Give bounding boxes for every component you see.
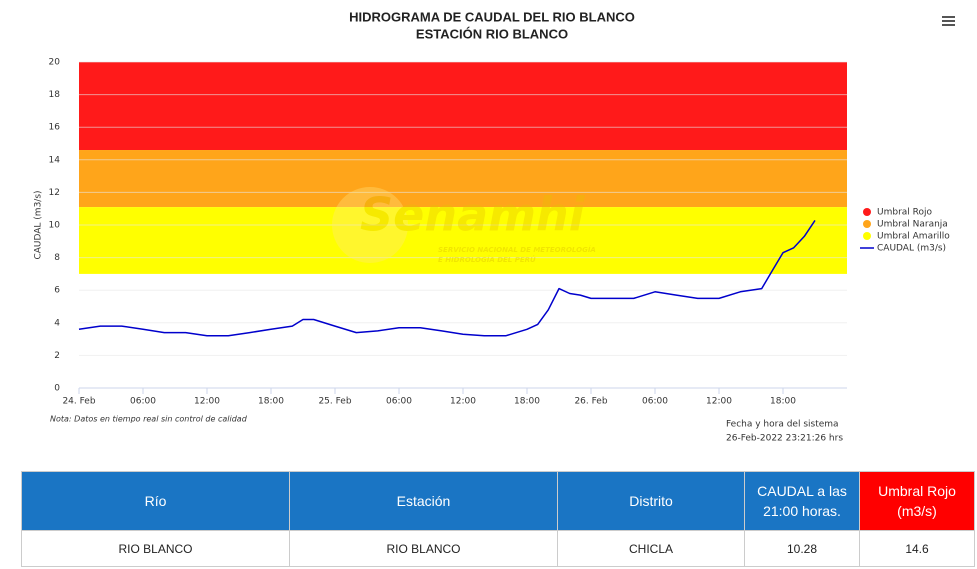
x-tick-label: 06:00 xyxy=(386,397,412,407)
x-tick-label: 25. Feb xyxy=(318,397,351,407)
x-tick-label: 12:00 xyxy=(194,397,220,407)
y-tick-label: 0 xyxy=(54,384,60,394)
legend-label: CAUDAL (m3/s) xyxy=(877,244,946,254)
x-tick-label: 18:00 xyxy=(770,397,796,407)
x-tick-label: 26. Feb xyxy=(574,397,607,407)
legend-marker xyxy=(863,220,871,228)
legend-label: Umbral Amarillo xyxy=(877,232,950,242)
watermark-sun xyxy=(332,187,408,263)
y-tick-label: 18 xyxy=(49,90,61,100)
threshold-band xyxy=(79,62,847,151)
y-tick-label: 2 xyxy=(54,351,60,361)
x-tick-label: 24. Feb xyxy=(62,397,95,407)
note: Nota: Datos en tiempo real sin control d… xyxy=(50,415,248,424)
cell: RIO BLANCO xyxy=(21,530,290,567)
y-axis-label: CAUDAL (m3/s) xyxy=(34,190,44,259)
menu-bar[interactable] xyxy=(942,20,955,22)
table-row: RIO BLANCO RIO BLANCO CHICLA 10.28 14.6 xyxy=(21,530,975,567)
header-cell: CAUDAL a las 21:00 horas. xyxy=(744,471,860,531)
y-tick-label: 12 xyxy=(49,188,60,198)
y-tick-label: 4 xyxy=(54,318,60,328)
header-cell: Río xyxy=(21,471,290,531)
x-tick-label: 06:00 xyxy=(130,397,156,407)
watermark-text: Senamhi xyxy=(360,188,586,242)
y-tick-label: 16 xyxy=(49,123,61,133)
cell: RIO BLANCO xyxy=(289,530,558,567)
watermark-subtext: E HIDROLOGÍA DEL PERÚ xyxy=(438,255,536,264)
caudal-line xyxy=(78,219,816,337)
legend-marker xyxy=(863,208,871,216)
y-tick-label: 20 xyxy=(49,58,61,68)
table-header: Río Estación Distrito CAUDAL a las 21:00… xyxy=(21,471,975,531)
y-tick-label: 14 xyxy=(49,155,61,165)
x-tick-label: 06:00 xyxy=(642,397,668,407)
legend-label: Umbral Rojo xyxy=(877,208,933,218)
x-tick-label: 12:00 xyxy=(706,397,732,407)
chart: HIDROGRAMA DE CAUDAL DEL RIO BLANCO ESTA… xyxy=(34,9,955,444)
x-tick-label: 18:00 xyxy=(514,397,540,407)
header-cell: Estación xyxy=(289,471,558,531)
y-tick-label: 10 xyxy=(49,221,61,231)
chart-title: HIDROGRAMA DE CAUDAL DEL RIO BLANCO xyxy=(349,9,635,24)
threshold-band xyxy=(79,207,847,274)
header-cell: Distrito xyxy=(557,471,745,531)
chart-subtitle: ESTACIÓN RIO BLANCO xyxy=(416,26,568,41)
menu-bar[interactable] xyxy=(942,16,955,18)
data-table: Río Estación Distrito CAUDAL a las 21:00… xyxy=(21,471,975,567)
system-time-label: Fecha y hora del sistema xyxy=(726,420,839,430)
menu-icon[interactable] xyxy=(942,16,955,26)
y-tick-label: 6 xyxy=(54,286,60,296)
header-cell: Umbral Rojo (m3/s) xyxy=(859,471,975,531)
cell: 14.6 xyxy=(859,530,975,567)
cell: CHICLA xyxy=(557,530,745,567)
menu-bar[interactable] xyxy=(942,24,955,26)
watermark: Senamhi SERVICIO NACIONAL DE METEOROLOGÍA… xyxy=(332,187,596,264)
x-tick-label: 12:00 xyxy=(450,397,476,407)
watermark-subtext: SERVICIO NACIONAL DE METEOROLOGÍA xyxy=(438,245,596,254)
system-time: 26-Feb-2022 23:21:26 hrs xyxy=(726,434,843,444)
cell: 10.28 xyxy=(744,530,860,567)
x-tick-label: 18:00 xyxy=(258,397,284,407)
legend-label: Umbral Naranja xyxy=(877,220,948,230)
legend-marker xyxy=(863,232,871,240)
y-tick-label: 8 xyxy=(54,253,60,263)
